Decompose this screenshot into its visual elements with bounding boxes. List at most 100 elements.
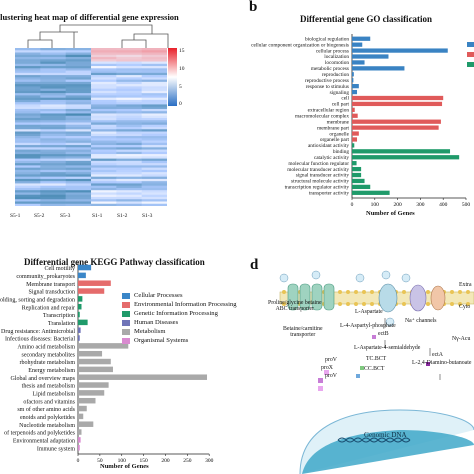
heatmap-cell xyxy=(91,165,117,168)
heatmap-cell xyxy=(141,169,167,173)
heatmap-cell xyxy=(116,57,142,60)
heatmap-cell xyxy=(15,181,41,184)
heatmap-cell xyxy=(116,93,142,96)
heatmap-cell xyxy=(15,149,41,153)
heatmap-cell xyxy=(91,113,117,117)
go-bar xyxy=(352,155,460,160)
heatmap-cell xyxy=(40,81,66,85)
heatmap-cell xyxy=(91,122,117,126)
heatmap-cell xyxy=(116,185,142,189)
kegg-bar xyxy=(78,350,103,357)
go-category-label: organelle xyxy=(329,131,349,137)
go-x-tick-label: 0 xyxy=(351,202,354,208)
heatmap-cell xyxy=(141,120,167,123)
heatmap-cell xyxy=(65,81,92,85)
heatmap-cell xyxy=(65,61,92,65)
heatmap-cell xyxy=(141,113,167,117)
heatmap-cell xyxy=(40,77,66,80)
heatmap-cell xyxy=(65,75,92,78)
label-prov: proV xyxy=(325,357,337,363)
heatmap-cell xyxy=(65,68,92,71)
go-category-label: antioxidant activity xyxy=(308,143,349,149)
legend-item: Human Diseases xyxy=(122,319,178,326)
heatmap-cell xyxy=(65,95,92,98)
legend-item: Metabolism xyxy=(122,328,166,335)
heatmap-cell xyxy=(65,131,92,135)
heatmap-cell xyxy=(116,190,142,193)
heatmap-cell xyxy=(40,48,66,51)
heatmap-cell xyxy=(15,163,41,166)
heatmap-cell xyxy=(91,196,117,200)
heatmap-cell xyxy=(65,181,92,184)
kegg-bar xyxy=(78,413,84,420)
heatmap-cell xyxy=(15,102,41,105)
heatmap-cell xyxy=(91,181,117,184)
heatmap-cell xyxy=(116,133,142,137)
heatmap-cell xyxy=(65,79,92,83)
go-bar xyxy=(352,78,354,83)
kegg-bar xyxy=(78,437,81,443)
heatmap-cell xyxy=(91,97,117,101)
heatmap-cell xyxy=(65,201,92,205)
go-category-label: transcription regulator activity xyxy=(285,185,350,191)
heatmap-cell xyxy=(40,115,66,119)
go-category-label: localization xyxy=(324,54,349,60)
label-abc-transporter: Proline/glycine betaine ABC transporter xyxy=(268,300,322,312)
heatmap-cell xyxy=(40,142,66,146)
heatmap-cell xyxy=(116,106,142,110)
heatmap-cell xyxy=(141,72,167,76)
heatmap-cell xyxy=(40,70,66,74)
heatmap-cell xyxy=(15,172,41,175)
label-l24-diamino: L-2,4-Diamino-butanoate xyxy=(412,360,472,366)
heatmap-cell xyxy=(116,77,142,80)
go-bar xyxy=(352,101,443,107)
kegg-category-label: Nucleotide metabolism xyxy=(19,423,75,429)
sample-label: S5-2 xyxy=(34,213,45,219)
kegg-category-label: secondary metabolites xyxy=(22,352,76,358)
heatmap-cell xyxy=(91,124,117,128)
kegg-bar xyxy=(78,444,80,451)
heatmap-cell xyxy=(15,176,41,180)
heatmap-cell xyxy=(141,117,167,121)
kegg-category-label: Amino acid metabolism xyxy=(17,344,75,350)
heatmap-cell xyxy=(91,108,117,112)
heatmap-grid xyxy=(15,48,167,206)
heatmap-cell xyxy=(15,169,41,173)
heatmap-cell xyxy=(15,154,41,157)
label-semialdehyde: L-Aspartate-4-semialdehyde xyxy=(354,345,421,351)
kegg-bar xyxy=(78,429,82,435)
heatmap-cell xyxy=(40,190,66,193)
kegg-x-tick-label: 200 xyxy=(161,458,170,464)
heatmap-cell xyxy=(15,111,41,114)
heatmap-cell xyxy=(116,154,142,157)
heatmap-cell xyxy=(141,172,167,175)
heatmap-cell xyxy=(91,106,117,110)
heatmap-cell xyxy=(40,147,66,150)
label-cytoplasm: Cyto xyxy=(459,304,471,310)
kegg-category-label: Replication and repair xyxy=(22,305,75,311)
kegg-bar xyxy=(78,296,83,302)
kegg-category-label: Membrane transport xyxy=(26,282,75,288)
go-bar xyxy=(352,95,444,101)
heatmap-cell xyxy=(65,127,92,130)
heatmap-cell xyxy=(91,149,117,153)
go-bar xyxy=(352,48,448,53)
heatmap-cell xyxy=(141,79,167,83)
heatmap-cell xyxy=(91,156,117,159)
heatmap-cell xyxy=(141,190,167,193)
heatmap-cell xyxy=(65,147,92,150)
heatmap-cell xyxy=(91,147,117,150)
heatmap-cell xyxy=(65,156,92,159)
heatmap-cell xyxy=(40,86,66,89)
kegg-bar xyxy=(78,272,86,279)
heatmap-cell xyxy=(15,81,41,85)
heatmap-cell xyxy=(15,124,41,128)
heatmap-cell xyxy=(116,124,142,128)
kegg-category-label: of terpenoids and polyketides xyxy=(4,430,75,437)
go-x-tick-label: 400 xyxy=(439,202,448,208)
heatmap-cell xyxy=(40,196,66,200)
heatmap-cell xyxy=(91,190,117,193)
heatmap-cell xyxy=(141,84,167,87)
legend-swatch xyxy=(122,310,130,317)
heatmap-cell xyxy=(15,93,41,96)
